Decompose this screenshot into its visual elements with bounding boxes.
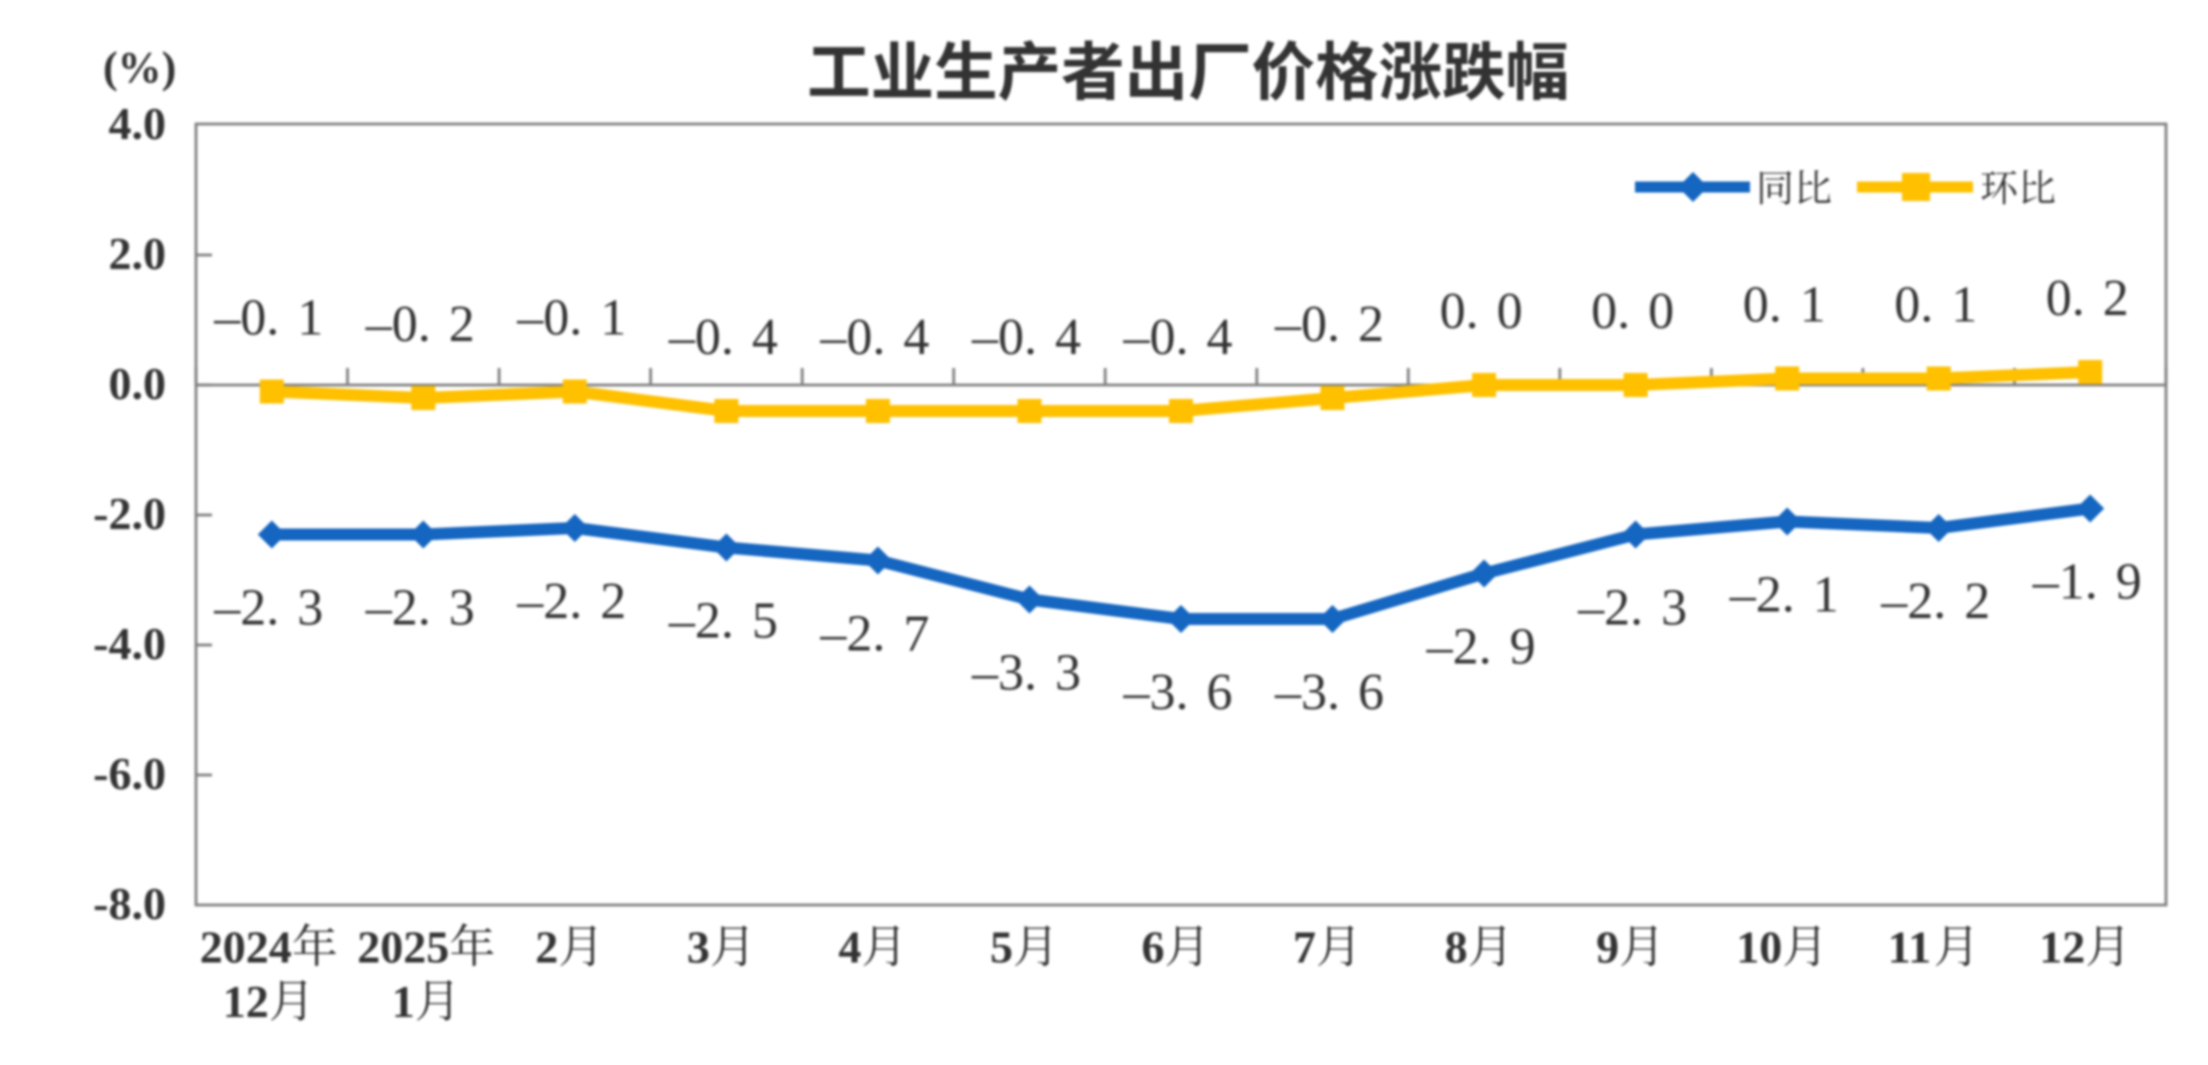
svg-text:–1.9: –1.9: [2032, 554, 2142, 611]
svg-text:5: 5: [990, 922, 1013, 973]
svg-text:–2.2: –2.2: [1880, 573, 1990, 630]
svg-text:2.0: 2.0: [109, 228, 167, 279]
svg-text:8: 8: [1445, 922, 1468, 973]
svg-text:–0.2: –0.2: [1274, 296, 1384, 353]
svg-text:11: 11: [1888, 922, 1931, 973]
svg-text:–0.4: –0.4: [971, 309, 1081, 366]
svg-text:–2.7: –2.7: [819, 606, 929, 663]
svg-text:12: 12: [2039, 922, 2085, 973]
svg-text:12: 12: [223, 976, 269, 1027]
svg-text:4.0: 4.0: [109, 98, 167, 149]
svg-text:0.0: 0.0: [109, 358, 167, 409]
svg-text:7: 7: [1293, 922, 1316, 973]
svg-text:–0.1: –0.1: [516, 290, 626, 347]
svg-text:–2.3: –2.3: [213, 580, 323, 637]
svg-text:10: 10: [1736, 922, 1782, 973]
svg-text:–2.9: –2.9: [1426, 619, 1536, 676]
svg-text:–2.1: –2.1: [1729, 567, 1839, 624]
svg-text:2025: 2025: [357, 922, 449, 973]
svg-text:–2.2: –2.2: [516, 573, 626, 630]
svg-text:2024: 2024: [200, 922, 292, 973]
svg-text:–2.3: –2.3: [365, 580, 475, 637]
svg-text:–0.2: –0.2: [365, 296, 475, 353]
svg-text:4: 4: [838, 922, 861, 973]
svg-text:–2.3: –2.3: [1577, 580, 1687, 637]
svg-text:-6.0: -6.0: [93, 748, 166, 799]
svg-text:2: 2: [535, 922, 558, 973]
svg-text:(%): (%): [103, 43, 176, 92]
svg-text:–0.4: –0.4: [1123, 309, 1233, 366]
svg-text:–0.4: –0.4: [819, 309, 929, 366]
svg-text:3: 3: [687, 922, 710, 973]
svg-text:-8.0: -8.0: [93, 878, 166, 929]
svg-text:–2.5: –2.5: [668, 593, 778, 650]
svg-text:–3.6: –3.6: [1123, 664, 1233, 721]
svg-text:9: 9: [1596, 922, 1619, 973]
svg-text:–0.1: –0.1: [213, 290, 323, 347]
svg-text:1: 1: [392, 976, 415, 1027]
svg-text:–0.4: –0.4: [668, 309, 778, 366]
svg-text:-4.0: -4.0: [93, 618, 166, 669]
svg-text:–3.6: –3.6: [1274, 664, 1384, 721]
svg-text:-2.0: -2.0: [93, 488, 166, 539]
svg-text:6: 6: [1142, 922, 1165, 973]
svg-text:–3.3: –3.3: [971, 645, 1081, 702]
